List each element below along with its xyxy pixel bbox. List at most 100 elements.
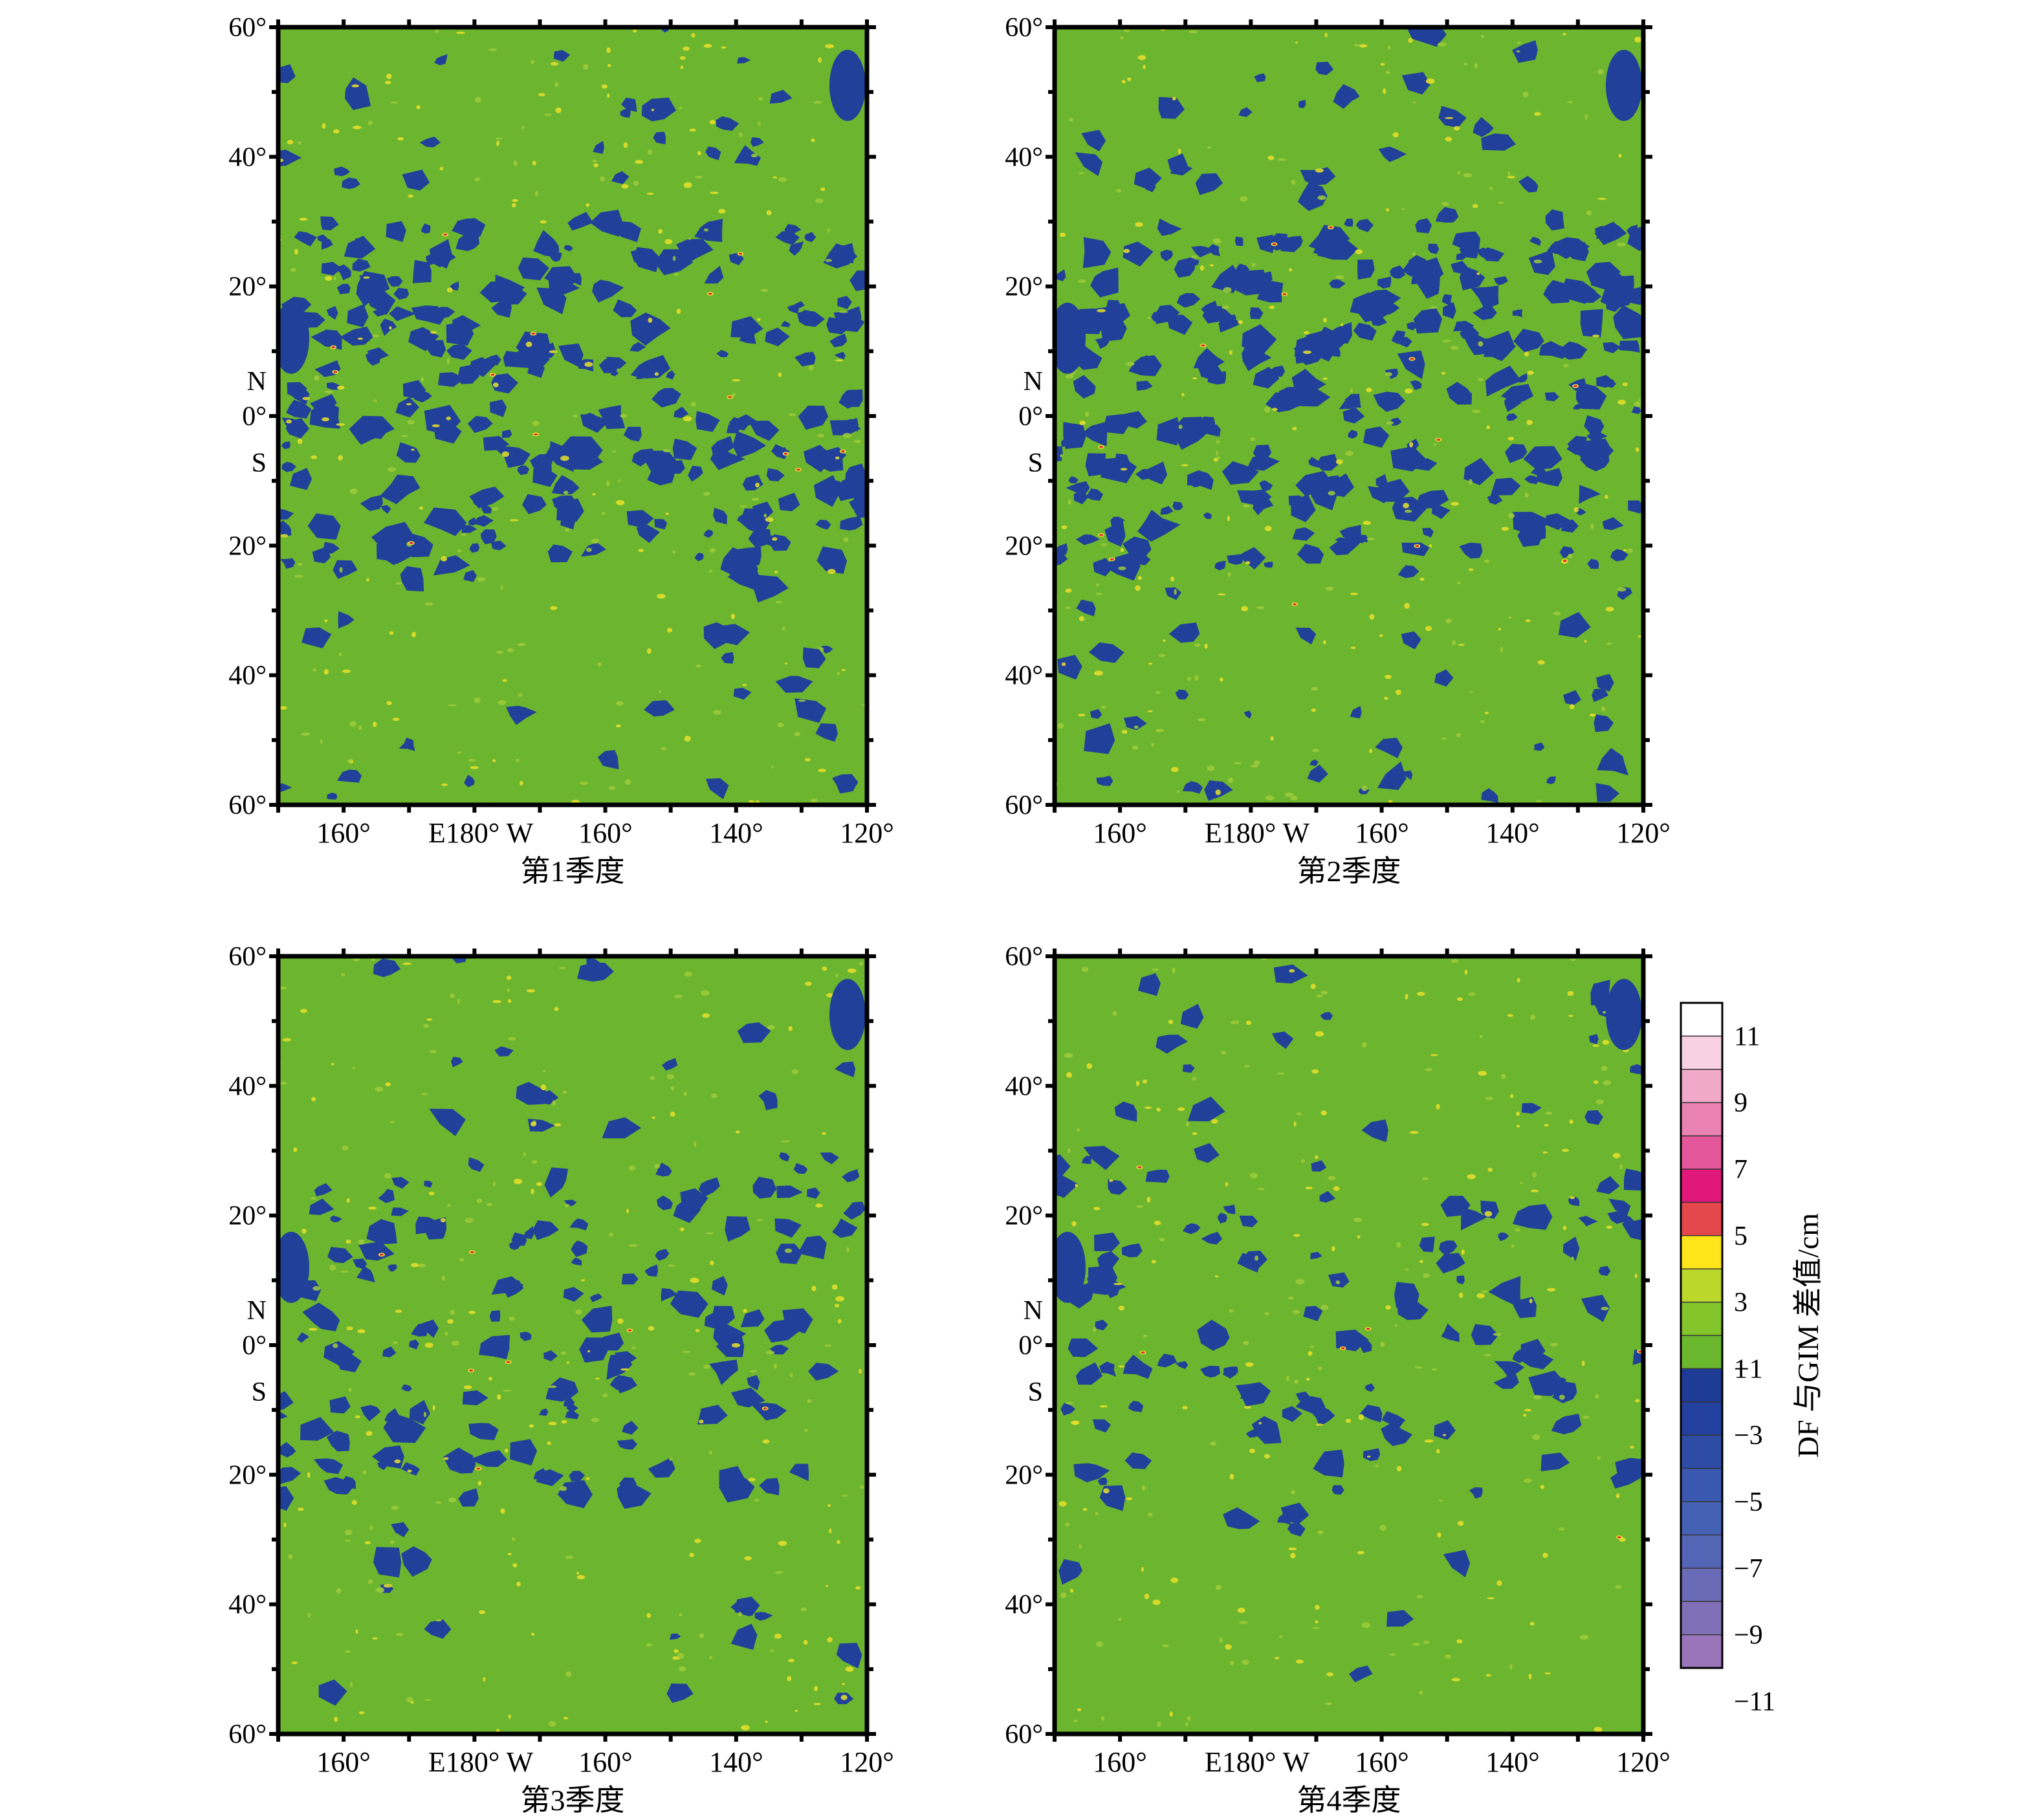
negative-anomaly: [832, 1218, 858, 1238]
positive-speckle: [1065, 375, 1073, 378]
positive-speckle: [515, 758, 520, 763]
positive-speckle: [702, 1013, 710, 1018]
positive-speckle: [1419, 1690, 1423, 1695]
positive-speckle: [554, 1123, 562, 1127]
positive-speckle: [688, 237, 692, 240]
positive-speckle: [1219, 1638, 1223, 1643]
negative-anomaly: [517, 465, 529, 476]
positive-speckle: [842, 1495, 849, 1497]
panel-caption: 第3季度: [521, 1784, 625, 1817]
positive-speckle: [1615, 1585, 1622, 1589]
negative-anomaly: [787, 305, 799, 314]
positive-speckle: [435, 1501, 441, 1504]
positive-speckle: [1244, 1406, 1251, 1409]
latitude-tick-label: 60°: [228, 942, 267, 972]
negative-anomaly: [1121, 411, 1147, 429]
positive-speckle: [424, 1698, 432, 1701]
positive-speckle: [1501, 527, 1509, 531]
colorbar-tick-label: 1: [1734, 1354, 1748, 1384]
positive-speckle: [336, 386, 345, 390]
positive-speckle: [1315, 1031, 1324, 1037]
positive-speckle: [1324, 32, 1328, 38]
positive-speckle: [402, 962, 412, 965]
negative-anomaly: [670, 1290, 708, 1318]
negative-anomaly: [733, 547, 762, 570]
negative-anomaly: [1451, 261, 1469, 274]
negative-anomaly: [1353, 322, 1377, 341]
positive-speckle: [1078, 714, 1086, 717]
negative-anomaly: [1370, 315, 1387, 326]
negative-anomaly: [1139, 355, 1152, 363]
negative-anomaly: [1235, 1382, 1271, 1407]
positive-speckle: [1086, 1063, 1093, 1069]
positive-speckle: [465, 1218, 474, 1223]
positive-speckle: [1487, 1167, 1493, 1172]
positive-speckle: [771, 766, 774, 769]
positive-speckle: [721, 46, 727, 49]
positive-speckle: [1170, 576, 1175, 582]
hotspot: [331, 346, 336, 349]
positive-speckle: [758, 122, 761, 126]
positive-speckle: [626, 1209, 630, 1213]
positive-speckle: [1239, 1621, 1248, 1625]
coastal-anomaly: [278, 1231, 309, 1303]
negative-anomaly: [330, 1215, 342, 1222]
positive-speckle: [421, 1093, 429, 1095]
positive-speckle: [367, 1579, 373, 1584]
negative-anomaly: [1512, 40, 1538, 63]
negative-anomaly: [1438, 105, 1467, 128]
positive-speckle: [652, 1116, 655, 1119]
positive-speckle: [1517, 978, 1520, 983]
positive-speckle: [1264, 525, 1272, 532]
positive-speckle: [1249, 1449, 1255, 1453]
positive-speckle: [1237, 1607, 1245, 1613]
positive-speckle: [1569, 1119, 1573, 1124]
negative-anomaly: [1279, 236, 1302, 252]
negative-anomaly: [382, 1346, 397, 1357]
negative-anomaly: [754, 1612, 773, 1621]
positive-speckle: [1172, 96, 1176, 101]
negative-anomaly: [424, 1217, 447, 1240]
positive-speckle: [815, 1203, 823, 1208]
positive-speckle: [492, 382, 499, 388]
positive-speckle: [654, 372, 659, 376]
positive-speckle: [1597, 197, 1606, 200]
positive-speckle: [351, 1500, 357, 1505]
negative-anomaly: [730, 316, 763, 338]
negative-anomaly: [1584, 1110, 1603, 1125]
negative-anomaly: [1331, 1485, 1344, 1495]
positive-speckle: [1120, 548, 1124, 553]
negative-anomaly: [636, 525, 660, 543]
latitude-tick-label: 60°: [1005, 791, 1043, 820]
negative-anomaly: [579, 1337, 609, 1363]
positive-speckle: [1479, 1035, 1483, 1038]
negative-anomaly: [778, 492, 800, 512]
negative-anomaly: [1562, 690, 1581, 705]
positive-speckle: [1500, 646, 1503, 653]
positive-speckle: [646, 648, 652, 654]
positive-speckle: [476, 577, 486, 582]
negative-anomaly: [278, 1391, 294, 1410]
positive-speckle: [532, 160, 537, 166]
latitude-tick-label: N: [1024, 1296, 1043, 1326]
hotspot: [490, 373, 495, 376]
negative-anomaly: [424, 1181, 433, 1188]
positive-speckle: [773, 1363, 778, 1369]
negative-anomaly: [391, 1207, 409, 1216]
positive-speckle: [1456, 1639, 1463, 1644]
negative-anomaly: [1235, 263, 1250, 277]
negative-anomaly: [1375, 474, 1388, 489]
negative-anomaly: [327, 793, 338, 800]
negative-anomaly: [473, 498, 485, 507]
positive-speckle: [1594, 1727, 1603, 1733]
positive-speckle: [1394, 1324, 1397, 1327]
positive-speckle: [633, 181, 639, 186]
negative-anomaly: [670, 1633, 681, 1640]
negative-anomaly: [1443, 302, 1456, 319]
latitude-tick-label: 60°: [1005, 1720, 1043, 1749]
positive-speckle: [1369, 749, 1373, 754]
positive-speckle: [1101, 1716, 1105, 1721]
positive-speckle: [1436, 1104, 1440, 1110]
positive-speckle: [357, 337, 364, 340]
negative-anomaly: [842, 1168, 860, 1183]
